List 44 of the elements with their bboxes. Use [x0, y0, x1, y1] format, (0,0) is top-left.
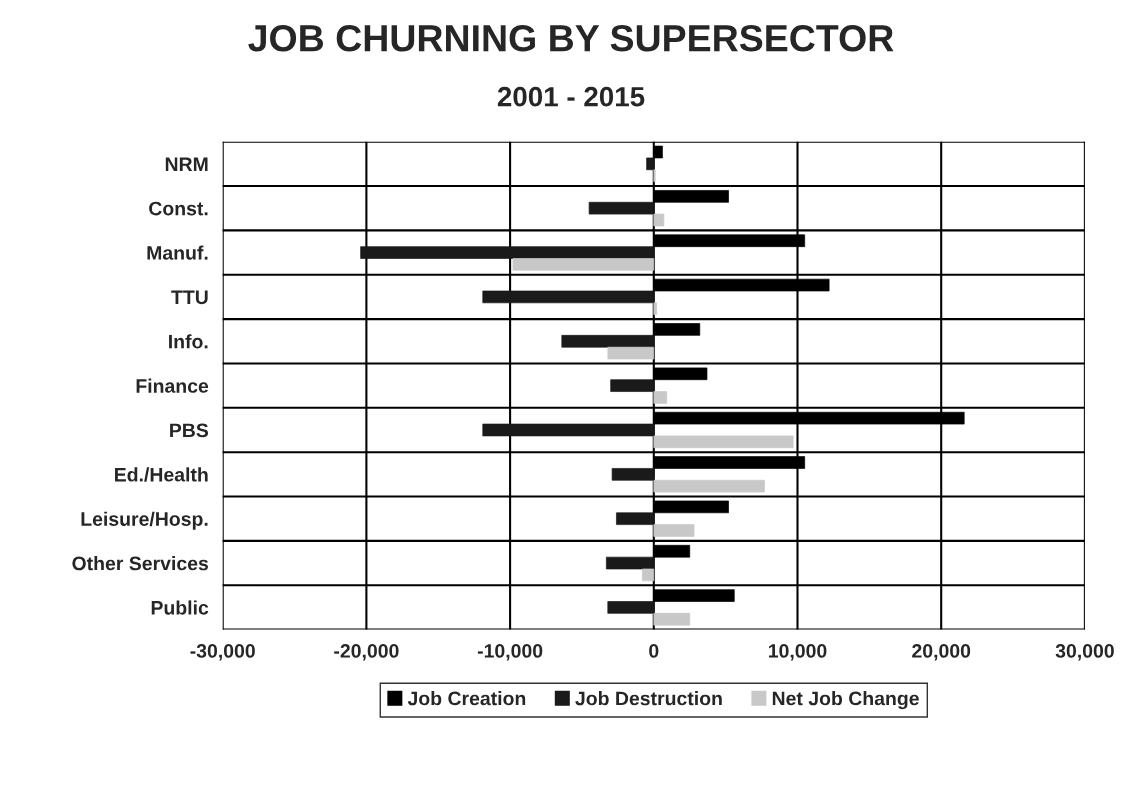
x-tick-label: 30,000 — [1055, 644, 1114, 661]
chart-subtitle: 2001 - 2015 — [497, 86, 645, 107]
legend-label: Net Job Change — [772, 691, 919, 710]
y-tick-label: NRM — [165, 157, 208, 171]
bar — [653, 612, 691, 626]
y-tick-label: Const. — [149, 201, 208, 216]
bar — [512, 258, 655, 271]
x-tick-label: -20,000 — [334, 644, 399, 661]
bar — [646, 157, 655, 171]
y-tick-label: Other Services — [72, 556, 209, 571]
y-tick-label: Ed./Health — [115, 467, 208, 482]
bar — [607, 601, 655, 614]
x-tick-label: -30,000 — [190, 644, 255, 661]
bar — [653, 479, 765, 493]
legend-label: Job Destruction — [575, 691, 722, 706]
bar — [653, 302, 658, 316]
bar — [610, 379, 655, 392]
bar — [360, 246, 655, 259]
x-tick-label: 0 — [649, 644, 659, 658]
bar — [607, 346, 655, 360]
y-tick-label: PBS — [170, 423, 209, 438]
y-tick-label: Leisure/Hosp. — [81, 511, 208, 530]
y-tick-label: Finance — [136, 378, 209, 393]
y-tick-label: TTU — [171, 290, 208, 305]
bar — [611, 468, 655, 481]
y-tick-label: Public — [151, 600, 209, 615]
bar — [482, 290, 655, 304]
legend-label: Job Creation — [407, 691, 526, 706]
bar — [653, 391, 668, 404]
bar — [616, 512, 655, 525]
bar — [606, 556, 655, 570]
y-tick-label: Manuf. — [147, 245, 208, 260]
x-tick-label: 10,000 — [768, 644, 827, 661]
bar — [588, 201, 655, 215]
bar — [653, 524, 695, 537]
bar — [653, 213, 665, 227]
chart-title: JOB CHURNING BY SUPERSECTOR — [248, 24, 894, 52]
bar — [641, 568, 655, 582]
y-tick-label: Info. — [169, 334, 208, 349]
x-tick-label: -10,000 — [477, 644, 543, 661]
x-tick-label: 20,000 — [912, 644, 971, 661]
bar — [482, 423, 655, 437]
bar — [653, 435, 794, 449]
bar — [561, 335, 655, 348]
